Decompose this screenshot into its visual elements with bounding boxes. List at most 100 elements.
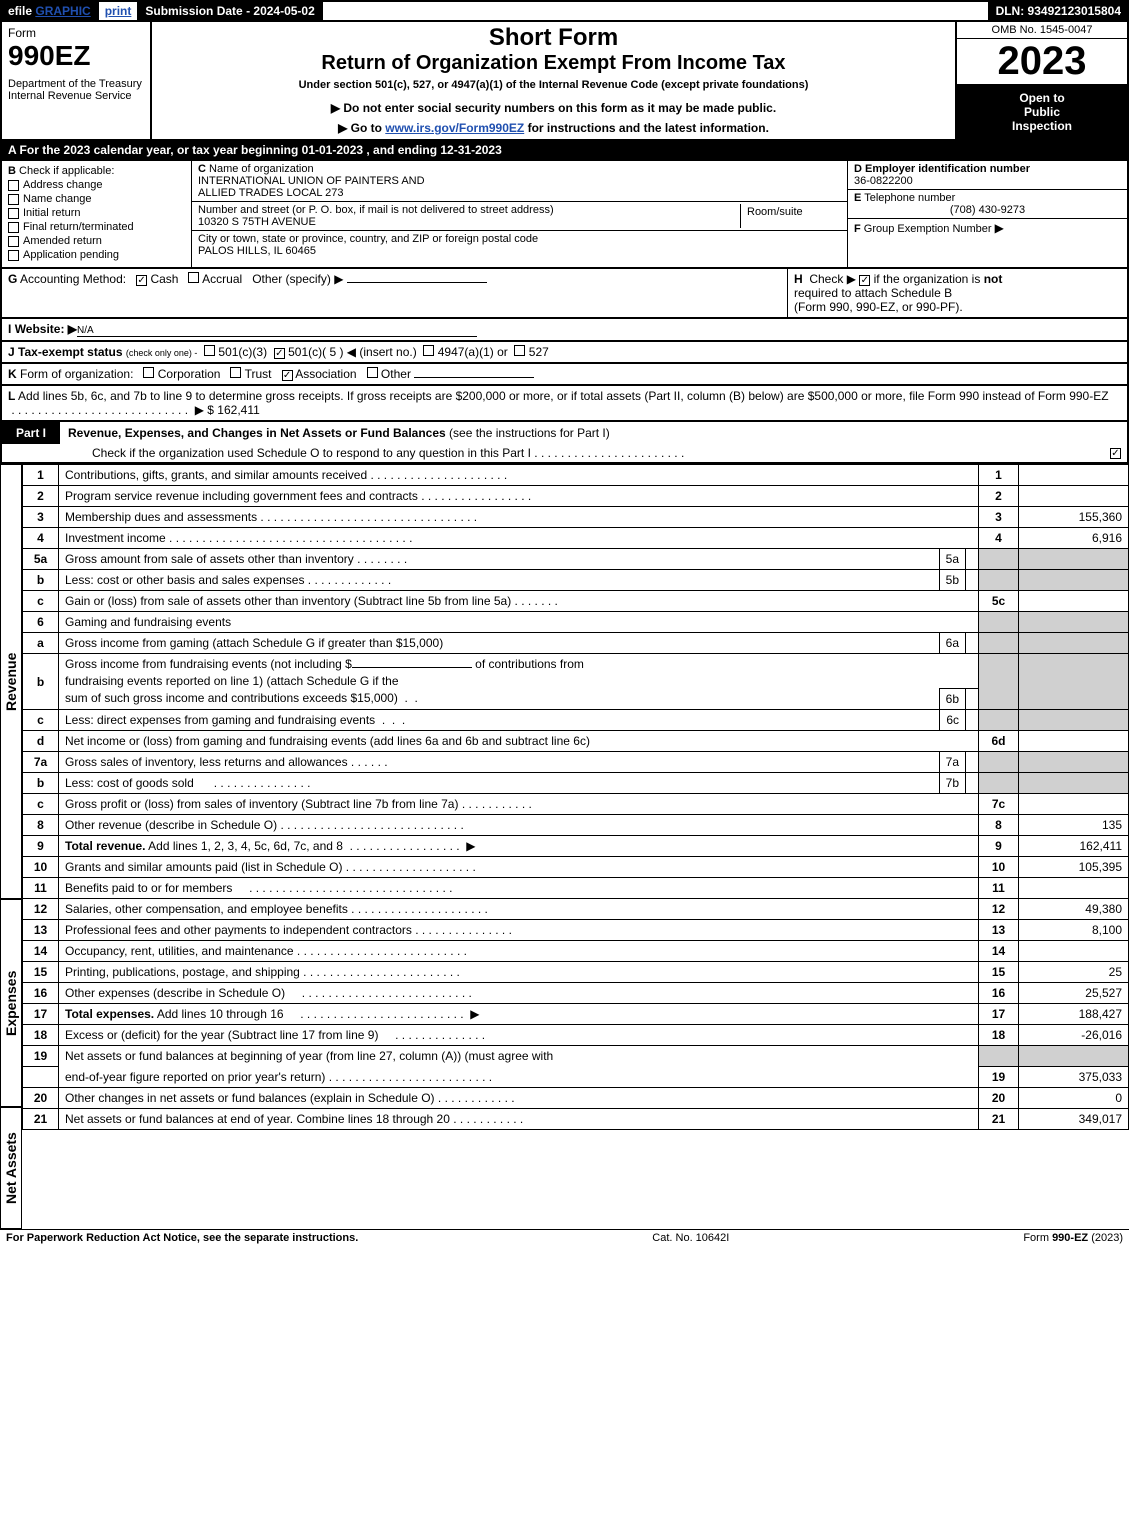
city-label: City or town, state or province, country…: [198, 233, 538, 245]
l11-ref: 11: [979, 878, 1019, 899]
cb-application-pending[interactable]: [8, 250, 19, 261]
l5b-num: b: [23, 570, 59, 591]
line-1: 1Contributions, gifts, grants, and simil…: [23, 465, 1129, 486]
cb-final-return[interactable]: [8, 222, 19, 233]
line-8: 8Other revenue (describe in Schedule O) …: [23, 815, 1129, 836]
goto-post: for instructions and the latest informat…: [524, 121, 769, 135]
l6c-sub: 6c: [939, 710, 965, 730]
l10-text: Grants and similar amounts paid (list in…: [65, 860, 342, 874]
l7b-sub: 7b: [939, 773, 965, 793]
d-label: D: [854, 163, 862, 175]
ein-value: 36-0822200: [854, 175, 913, 187]
open-to-public: Open to Public Inspection: [957, 85, 1127, 139]
l21-ref: 21: [979, 1109, 1019, 1130]
line-19: 19Net assets or fund balances at beginni…: [23, 1046, 1129, 1067]
irs-label: Internal Revenue Service: [8, 90, 144, 102]
cb-not-required[interactable]: [859, 275, 870, 286]
l5a-sub: 5a: [939, 549, 965, 569]
i-label: I: [8, 322, 11, 336]
return-title: Return of Organization Exempt From Incom…: [158, 52, 949, 75]
l18-num: 18: [23, 1025, 59, 1046]
other-org-input[interactable]: [414, 377, 534, 378]
l12-text: Salaries, other compensation, and employ…: [65, 902, 348, 916]
l15-val: 25: [1019, 962, 1129, 983]
lines-table: 1Contributions, gifts, grants, and simil…: [22, 464, 1129, 1130]
l12-num: 12: [23, 899, 59, 920]
h-check-text: Check ▶: [809, 272, 856, 286]
l6c-grey: [979, 710, 1019, 731]
l16-val: 25,527: [1019, 983, 1129, 1004]
l12-val: 49,380: [1019, 899, 1129, 920]
cb-corporation[interactable]: [143, 367, 154, 378]
l9-num: 9: [23, 836, 59, 857]
l3-num: 3: [23, 507, 59, 528]
cb-other-org[interactable]: [367, 367, 378, 378]
street-label: Number and street (or P. O. box, if mail…: [198, 204, 554, 216]
omb-number: OMB No. 1545-0047: [957, 22, 1127, 39]
corporation-label: Corporation: [158, 367, 221, 381]
dept-treasury: Department of the Treasury: [8, 78, 144, 90]
cb-association[interactable]: [282, 370, 293, 381]
l7b-grey: [979, 773, 1019, 794]
cb-4947[interactable]: [423, 345, 434, 356]
line-5a: 5aGross amount from sale of assets other…: [23, 549, 1129, 570]
form-word: Form: [8, 26, 144, 40]
footer-right-post: (2023): [1088, 1232, 1123, 1244]
footer-mid: Cat. No. 10642I: [652, 1232, 729, 1244]
l5c-text: Gain or (loss) from sale of assets other…: [65, 594, 511, 608]
footer-left: For Paperwork Reduction Act Notice, see …: [6, 1232, 358, 1244]
line-4: 4Investment income . . . . . . . . . . .…: [23, 528, 1129, 549]
l6c-subval: [965, 710, 978, 730]
l1-text: Contributions, gifts, grants, and simila…: [65, 468, 367, 482]
l11-num: 11: [23, 878, 59, 899]
website-label: Website: ▶: [15, 322, 77, 336]
footer-right: Form 990-EZ (2023): [1023, 1232, 1123, 1244]
l6d-ref: 6d: [979, 731, 1019, 752]
cb-501c3[interactable]: [204, 345, 215, 356]
calendar-year-row: A For the 2023 calendar year, or tax yea…: [0, 141, 1129, 161]
l21-text: Net assets or fund balances at end of ye…: [65, 1112, 450, 1126]
cb-address-change[interactable]: [8, 180, 19, 191]
l5b-grey: [979, 570, 1019, 591]
accounting-method-label: Accounting Method:: [20, 272, 126, 286]
other-specify-input[interactable]: [347, 282, 487, 283]
l11-text: Benefits paid to or for members: [65, 881, 232, 895]
cb-amended-return[interactable]: [8, 236, 19, 247]
line-11: 11Benefits paid to or for members . . . …: [23, 878, 1129, 899]
cb-527[interactable]: [514, 345, 525, 356]
side-labels: Revenue Expenses Net Assets: [0, 464, 22, 1229]
cb-accrual[interactable]: [188, 272, 199, 283]
check-if-applicable: Check if applicable:: [19, 165, 114, 177]
cb-name-change[interactable]: [8, 194, 19, 205]
l3-ref: 3: [979, 507, 1019, 528]
l1-val: [1019, 465, 1129, 486]
graphic-link[interactable]: GRAPHIC: [35, 4, 90, 18]
l14-num: 14: [23, 941, 59, 962]
l-label: L: [8, 389, 15, 403]
cb-501c[interactable]: [274, 348, 285, 359]
line-3: 3Membership dues and assessments . . . .…: [23, 507, 1129, 528]
l7c-text: Gross profit or (loss) from sales of inv…: [65, 797, 458, 811]
l9-ref: 9: [979, 836, 1019, 857]
footer-right-pre: Form: [1023, 1232, 1052, 1244]
cb-initial-return[interactable]: [8, 208, 19, 219]
l16-text: Other expenses (describe in Schedule O): [65, 986, 285, 1000]
association-label: Association: [295, 367, 356, 381]
l19b-blank: [23, 1067, 59, 1088]
e-label: E: [854, 192, 861, 204]
application-pending-label: Application pending: [23, 249, 119, 261]
cb-cash[interactable]: [136, 275, 147, 286]
top-bar: efile GRAPHIC print Submission Date - 20…: [0, 0, 1129, 22]
form-number: 990EZ: [8, 40, 144, 72]
irs-link[interactable]: www.irs.gov/Form990EZ: [385, 121, 524, 135]
row-k: K Form of organization: Corporation Trus…: [0, 364, 1129, 386]
l6a-num: a: [23, 633, 59, 654]
cb-schedule-o[interactable]: [1110, 448, 1121, 459]
l17-num: 17: [23, 1004, 59, 1025]
cb-trust[interactable]: [230, 367, 241, 378]
l16-ref: 16: [979, 983, 1019, 1004]
goto-note: ▶ Go to www.irs.gov/Form990EZ for instru…: [158, 121, 949, 135]
l6b-blank[interactable]: [352, 667, 472, 668]
initial-return-label: Initial return: [23, 207, 80, 219]
print-link[interactable]: print: [105, 4, 132, 18]
